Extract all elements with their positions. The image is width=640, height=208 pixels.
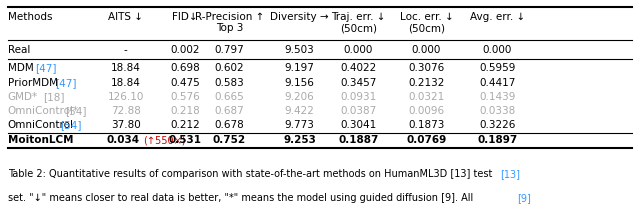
Text: 0.3226: 0.3226 [479,120,515,130]
Text: [54]: [54] [60,120,81,130]
Text: [18]: [18] [43,92,64,102]
Text: 0.531: 0.531 [168,135,202,145]
Text: 0.475: 0.475 [170,78,200,88]
Text: 0.687: 0.687 [214,106,244,116]
Text: 0.576: 0.576 [170,92,200,102]
Text: MoitonLCM: MoitonLCM [8,135,73,145]
Text: [9]: [9] [518,193,531,203]
Text: 0.3457: 0.3457 [340,78,376,88]
Text: 0.583: 0.583 [214,78,244,88]
Text: [54]: [54] [65,106,86,116]
Text: Avg. err. ↓: Avg. err. ↓ [470,12,525,22]
Text: 9.197: 9.197 [285,63,314,73]
Text: 0.5959: 0.5959 [479,63,515,73]
Text: [13]: [13] [500,169,520,179]
Text: 0.1897: 0.1897 [477,135,517,145]
Text: Real: Real [8,45,30,55]
Text: 0.1887: 0.1887 [338,135,378,145]
Text: set. "↓" means closer to real data is better, "*" means the model using guided d: set. "↓" means closer to real data is be… [8,193,473,203]
Text: 0.0769: 0.0769 [406,135,447,145]
Text: 0.2132: 0.2132 [408,78,445,88]
Text: 0.4417: 0.4417 [479,78,515,88]
Text: 0.000: 0.000 [483,45,512,55]
Text: 0.000: 0.000 [344,45,373,55]
Text: 0.000: 0.000 [412,45,441,55]
Text: 9.253: 9.253 [283,135,316,145]
Text: 0.0321: 0.0321 [408,92,445,102]
Text: Methods: Methods [8,12,52,22]
Text: 126.10: 126.10 [108,92,144,102]
Text: 0.0096: 0.0096 [408,106,444,116]
Text: 9.503: 9.503 [285,45,314,55]
Text: [47]: [47] [56,78,77,88]
Text: Diversity →: Diversity → [270,12,329,22]
Text: 0.002: 0.002 [170,45,200,55]
Text: R-Precision ↑
Top 3: R-Precision ↑ Top 3 [195,12,264,33]
Text: OmniControl*: OmniControl* [8,106,79,116]
Text: 0.797: 0.797 [214,45,244,55]
Text: 0.752: 0.752 [213,135,246,145]
Text: 0.034: 0.034 [106,135,140,145]
Text: 0.678: 0.678 [214,120,244,130]
Text: 0.698: 0.698 [170,63,200,73]
Text: 18.84: 18.84 [111,63,141,73]
Text: AITS ↓: AITS ↓ [108,12,143,22]
Text: 9.206: 9.206 [285,92,314,102]
Text: 0.0338: 0.0338 [479,106,515,116]
Text: 0.0931: 0.0931 [340,92,376,102]
Text: 0.1439: 0.1439 [479,92,515,102]
Text: -: - [124,45,127,55]
Text: 9.773: 9.773 [285,120,314,130]
Text: MDM: MDM [8,63,33,73]
Text: [47]: [47] [35,63,57,73]
Text: 72.88: 72.88 [111,106,141,116]
Text: 9.156: 9.156 [285,78,314,88]
Text: FID↓: FID↓ [172,12,198,22]
Text: 0.1873: 0.1873 [408,120,445,130]
Text: Loc. err. ↓
(50cm): Loc. err. ↓ (50cm) [399,12,453,33]
Text: 0.4022: 0.4022 [340,63,376,73]
Text: PriorMDM: PriorMDM [8,78,58,88]
Text: OmniControl: OmniControl [8,120,74,130]
Text: Table 2: Quantitative results of comparison with state-of-the-art methods on Hum: Table 2: Quantitative results of compari… [8,169,492,179]
Text: 9.422: 9.422 [285,106,314,116]
Text: GMD*: GMD* [8,92,38,102]
Text: 37.80: 37.80 [111,120,141,130]
Text: 0.665: 0.665 [214,92,244,102]
Text: Traj. err. ↓
(50cm): Traj. err. ↓ (50cm) [331,12,385,33]
Text: (↑550×): (↑550×) [143,135,186,145]
Text: 0.3041: 0.3041 [340,120,376,130]
Text: 0.0387: 0.0387 [340,106,376,116]
Text: 0.3076: 0.3076 [408,63,445,73]
Text: 18.84: 18.84 [111,78,141,88]
Text: 0.218: 0.218 [170,106,200,116]
Text: 0.602: 0.602 [214,63,244,73]
Text: 0.212: 0.212 [170,120,200,130]
